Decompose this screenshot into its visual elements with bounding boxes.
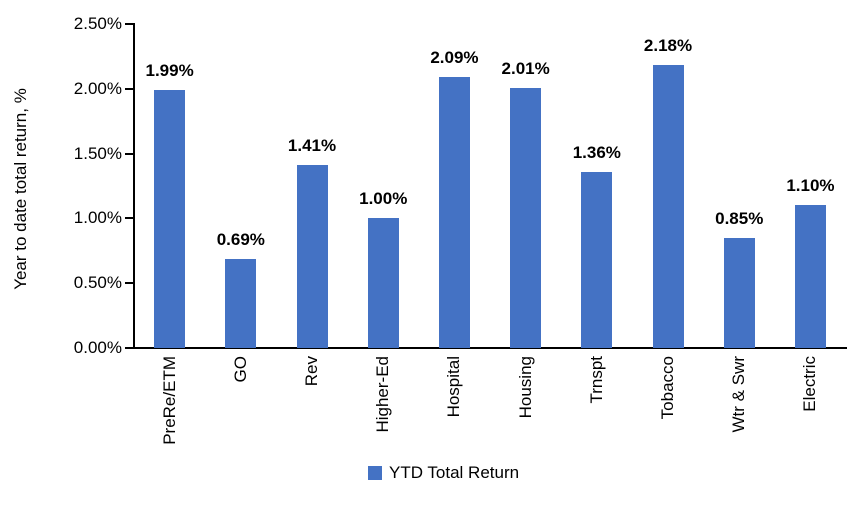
bar-value-label-electric: 1.10% bbox=[786, 176, 835, 196]
legend: YTD Total Return bbox=[368, 463, 519, 483]
bar-value-label-higher-ed: 1.00% bbox=[359, 189, 408, 209]
x-label-slot-tobacco: Tobacco bbox=[632, 356, 703, 458]
y-axis-title: Year to date total return, % bbox=[11, 88, 30, 290]
legend-swatch-icon bbox=[368, 466, 382, 480]
x-axis-label-higher-ed: Higher-Ed bbox=[373, 356, 393, 433]
x-axis-label-electric: Electric bbox=[800, 356, 820, 412]
bar-value-label-go: 0.69% bbox=[216, 229, 265, 249]
x-label-slot-go: GO bbox=[205, 356, 276, 458]
y-tick-label-1-00: 1.00% bbox=[73, 208, 122, 228]
bar-wtr-swr bbox=[723, 237, 755, 348]
bar-hospital bbox=[438, 77, 470, 348]
x-label-slot-housing: Housing bbox=[490, 356, 561, 458]
bar-value-label-hospital: 2.09% bbox=[430, 48, 479, 68]
x-axis-label-tobacco: Tobacco bbox=[658, 356, 678, 420]
y-axis-line bbox=[133, 23, 135, 349]
y-tick-mark bbox=[125, 87, 134, 90]
x-axis-label-wtr-swr: Wtr & Swr bbox=[729, 356, 749, 433]
bar-trnspt bbox=[581, 171, 613, 348]
plot-area: 1.99% 0.69% 1.41% 1.00% 2.09% 2.01% 1.36% 2.18%… bbox=[134, 24, 846, 348]
bar-slot-hospital: 2.09% bbox=[419, 24, 490, 348]
bar-housing bbox=[510, 87, 542, 348]
y-tick-label-0-50: 0.50% bbox=[73, 273, 122, 293]
x-axis-label-housing: Housing bbox=[515, 356, 535, 419]
x-label-slot-prere-etm: PreRe/ETM bbox=[134, 356, 205, 458]
x-label-slot-electric: Electric bbox=[775, 356, 846, 458]
bar-value-label-trnspt: 1.36% bbox=[572, 142, 621, 162]
y-tick-label-2-50: 2.50% bbox=[73, 14, 122, 33]
bar-slot-housing: 2.01% bbox=[490, 24, 561, 348]
x-label-slot-rev: Rev bbox=[276, 356, 347, 458]
y-tick-label-0-00: 0.00% bbox=[73, 338, 122, 357]
x-label-slot-trnspt: Trnspt bbox=[561, 356, 632, 458]
y-tick-mark bbox=[125, 347, 134, 349]
bar-slot-prere-etm: 1.99% bbox=[134, 24, 205, 348]
bar-slot-go: 0.69% bbox=[205, 24, 276, 348]
y-tick-mark bbox=[125, 152, 134, 155]
x-axis-label-go: GO bbox=[230, 356, 250, 383]
bar-value-label-tobacco: 2.18% bbox=[643, 36, 693, 56]
bar-prere-etm bbox=[154, 90, 186, 348]
x-label-slot-hospital: Hospital bbox=[419, 356, 490, 458]
bar-value-label-housing: 2.01% bbox=[501, 58, 550, 78]
y-tick-label-2-00: 2.00% bbox=[73, 78, 122, 98]
bar-electric bbox=[794, 205, 826, 348]
x-axis-label-rev: Rev bbox=[302, 356, 321, 387]
bar-tobacco bbox=[652, 65, 684, 348]
y-tick-mark bbox=[125, 23, 134, 25]
bar-rev bbox=[296, 165, 328, 348]
x-axis-line bbox=[133, 347, 847, 349]
x-axis-label-trnspt: Trnspt bbox=[586, 356, 606, 404]
x-axis-label-prere-etm: PreRe/ETM bbox=[159, 356, 179, 445]
x-label-slot-wtr-swr: Wtr & Swr bbox=[704, 356, 775, 458]
bar-slot-trnspt: 1.36% bbox=[561, 24, 632, 348]
bar-value-label-prere-etm: 1.99% bbox=[145, 61, 194, 81]
y-tick-label-1-50: 1.50% bbox=[73, 143, 122, 163]
bar-slot-higher-ed: 1.00% bbox=[348, 24, 419, 348]
bar-value-label-wtr-swr: 0.85% bbox=[715, 208, 764, 228]
bar-slot-electric: 1.10% bbox=[775, 24, 846, 348]
bar-value-label-rev: 1.41% bbox=[287, 136, 337, 156]
x-axis-label-hospital: Hospital bbox=[444, 356, 464, 418]
bar-slot-wtr-swr: 0.85% bbox=[704, 24, 775, 348]
bar-slot-rev: 1.41% bbox=[276, 24, 347, 348]
y-tick-mark bbox=[125, 217, 134, 220]
y-tick-mark bbox=[125, 282, 134, 285]
bar-slot-tobacco: 2.18% bbox=[632, 24, 703, 348]
legend-label: YTD Total Return bbox=[389, 463, 520, 482]
x-axis-labels: PreRe/ETM GO Rev Higher-Ed Hospital Housing Tr… bbox=[134, 356, 846, 458]
bar-higher-ed bbox=[367, 218, 399, 348]
x-label-slot-higher-ed: Higher-Ed bbox=[348, 356, 419, 458]
bar-go bbox=[225, 258, 257, 348]
